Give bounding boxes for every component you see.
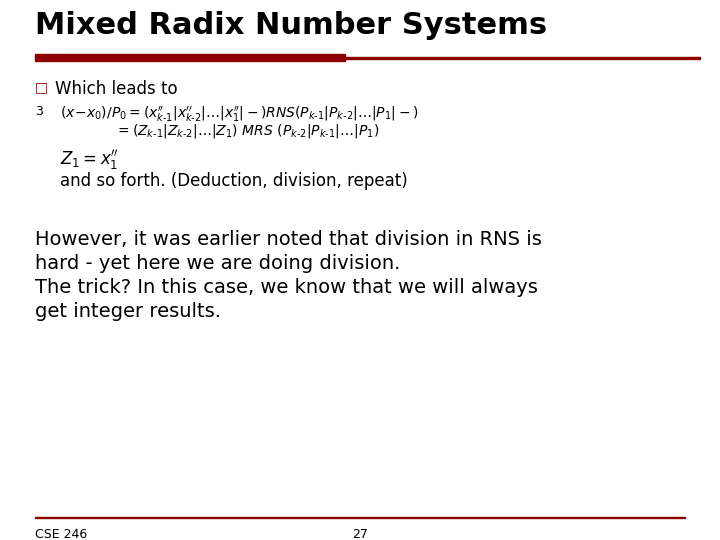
Text: The trick? In this case, we know that we will always: The trick? In this case, we know that we… bbox=[35, 278, 538, 297]
Text: CSE 246: CSE 246 bbox=[35, 528, 87, 540]
Text: □: □ bbox=[35, 80, 48, 94]
Text: 3: 3 bbox=[35, 105, 43, 118]
Bar bbox=[35, 54, 345, 61]
Text: Which leads to: Which leads to bbox=[55, 80, 178, 98]
Text: However, it was earlier noted that division in RNS is: However, it was earlier noted that divis… bbox=[35, 230, 542, 249]
Text: hard - yet here we are doing division.: hard - yet here we are doing division. bbox=[35, 254, 400, 273]
Text: Mixed Radix Number Systems: Mixed Radix Number Systems bbox=[35, 11, 547, 40]
Bar bbox=[35, 517, 685, 518]
Text: $(x\!-\!x_0)/P_0 = (x^{\prime\prime}_{k\text{-}1}|x^{\prime\prime}_{k\text{-}2}|: $(x\!-\!x_0)/P_0 = (x^{\prime\prime}_{k\… bbox=[60, 105, 419, 124]
Text: 27: 27 bbox=[352, 528, 368, 540]
Bar bbox=[340, 57, 700, 59]
Text: get integer results.: get integer results. bbox=[35, 302, 221, 321]
Text: $= (Z_{k\text{-}1}|Z_{k\text{-}2}|\ldots|Z_1)\ MRS\ (P_{k\text{-}2}|P_{k\text{-}: $= (Z_{k\text{-}1}|Z_{k\text{-}2}|\ldots… bbox=[115, 122, 379, 140]
Text: $Z_1 = x^{\prime\prime}_1$: $Z_1 = x^{\prime\prime}_1$ bbox=[60, 148, 119, 172]
Text: and so forth. (Deduction, division, repeat): and so forth. (Deduction, division, repe… bbox=[60, 172, 408, 190]
